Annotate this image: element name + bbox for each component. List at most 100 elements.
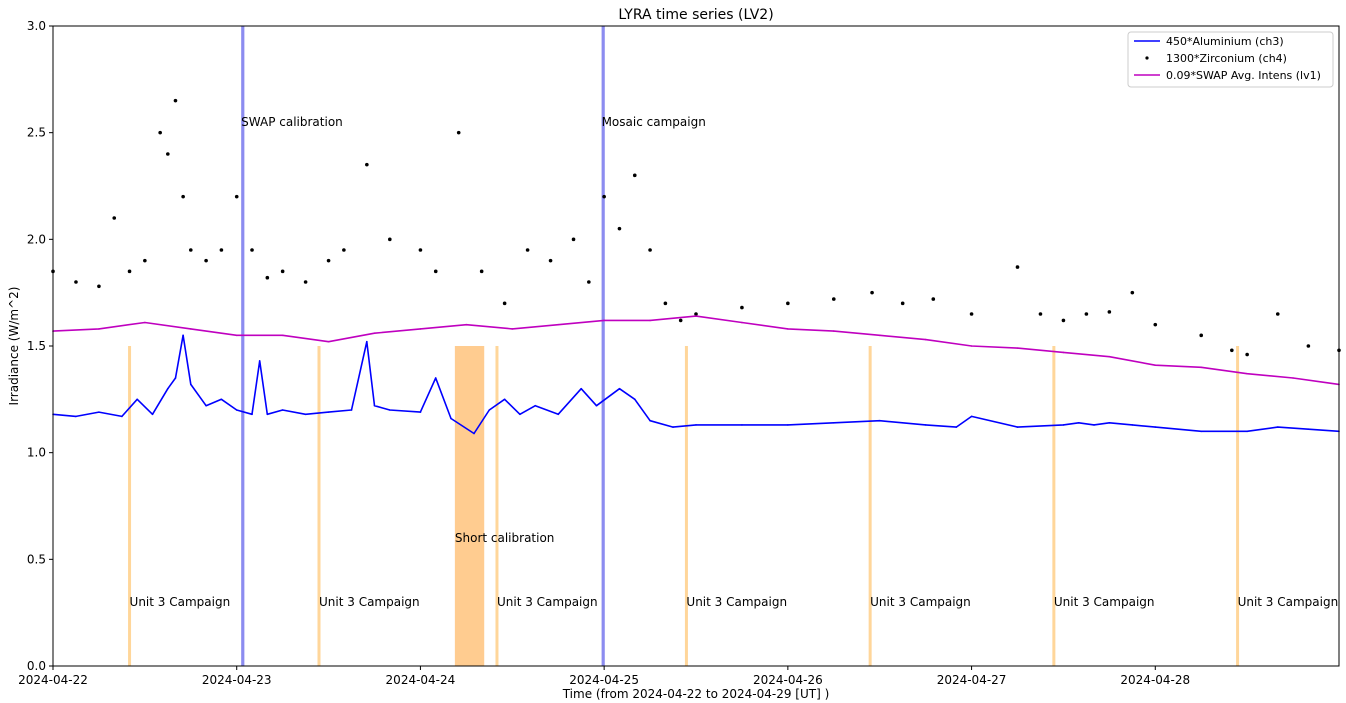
data-point [970, 415, 973, 418]
data-series [51, 98, 1341, 435]
data-point [970, 345, 973, 347]
data-point [1199, 333, 1204, 338]
legend-label: 450*Aluminium (ch3) [1166, 35, 1284, 48]
data-point [166, 152, 170, 156]
y-axis-ticks: 0.0 0.5 1.0 1.5 2.0 2.5 3.0 [27, 19, 53, 673]
data-point [1200, 430, 1203, 433]
data-point [741, 424, 743, 426]
y-axis-label: Irradiance (W/m^2) [7, 287, 21, 406]
data-point [694, 312, 698, 316]
data-point [741, 321, 743, 324]
data-point [204, 258, 208, 263]
data-point [648, 248, 652, 252]
data-point [787, 424, 789, 426]
annotation-label: SWAP calibration [241, 115, 343, 129]
data-point [265, 275, 270, 280]
data-point [525, 248, 530, 252]
y-tick-label: 1.5 [27, 339, 46, 353]
x-tick-label: 2024-04-23 [202, 673, 272, 687]
data-point [189, 383, 192, 386]
data-point [632, 173, 637, 178]
data-point [870, 290, 874, 295]
data-point [955, 426, 958, 428]
data-point [167, 387, 169, 390]
data-point [373, 332, 376, 335]
data-point [182, 334, 184, 337]
data-point [1153, 322, 1158, 327]
y-tick-label: 2.5 [27, 126, 46, 140]
data-point [350, 409, 353, 411]
data-point [649, 319, 651, 322]
data-point [587, 280, 591, 284]
annotation-label: Unit 3 Campaign [497, 595, 598, 609]
y-tick-label: 2.0 [27, 232, 46, 246]
data-point [618, 387, 621, 390]
data-point [326, 258, 331, 263]
data-point [672, 426, 674, 428]
data-point [1108, 355, 1111, 358]
data-point [266, 413, 269, 416]
data-point [235, 334, 238, 337]
data-point [1077, 422, 1080, 424]
data-point [250, 248, 254, 252]
annotation-label: Unit 3 Campaign [1238, 595, 1339, 609]
data-point [1131, 424, 1134, 426]
data-point [1200, 366, 1203, 369]
annotation-band [454, 346, 485, 666]
data-point [136, 398, 139, 401]
data-point [924, 424, 927, 426]
data-point [831, 297, 836, 301]
data-point [1130, 290, 1135, 295]
data-point [280, 269, 285, 274]
data-point [534, 404, 537, 407]
data-point [258, 360, 261, 362]
data-point [365, 162, 369, 167]
data-point [98, 328, 100, 330]
series-2 [52, 315, 1340, 386]
data-point [456, 130, 461, 135]
legend-swatch [1145, 56, 1149, 60]
data-point [433, 269, 438, 274]
data-point [151, 413, 154, 416]
data-point [174, 377, 177, 379]
annotation-band [241, 26, 245, 666]
data-point [121, 415, 123, 418]
data-point [1275, 312, 1280, 316]
data-point [1016, 426, 1019, 428]
data-point [786, 301, 790, 306]
data-point [1246, 430, 1248, 433]
data-point [1307, 428, 1310, 431]
data-point [327, 411, 330, 413]
data-point [251, 413, 253, 416]
data-point [1292, 377, 1294, 379]
data-point [617, 226, 622, 231]
data-point [181, 194, 185, 199]
data-point [373, 404, 376, 407]
data-point [419, 411, 422, 413]
data-point [1276, 426, 1279, 428]
data-point [1154, 364, 1157, 367]
data-point [303, 280, 308, 284]
data-point [188, 248, 193, 252]
data-point [234, 194, 239, 199]
data-point [465, 323, 468, 326]
data-point [1154, 426, 1157, 428]
y-tick-label: 0.0 [27, 659, 46, 673]
data-point [900, 301, 905, 306]
data-point [548, 258, 553, 263]
data-point [878, 419, 881, 422]
annotation-label: Unit 3 Campaign [870, 595, 971, 609]
annotation-label: Unit 3 Campaign [686, 595, 787, 609]
data-point [112, 216, 117, 220]
data-point [479, 269, 484, 274]
data-point [450, 417, 452, 420]
data-point [1093, 424, 1095, 426]
data-point [304, 413, 307, 416]
data-point [220, 398, 223, 401]
data-point [98, 411, 100, 413]
data-point [557, 323, 560, 326]
data-point [389, 409, 391, 411]
data-point [663, 301, 668, 306]
